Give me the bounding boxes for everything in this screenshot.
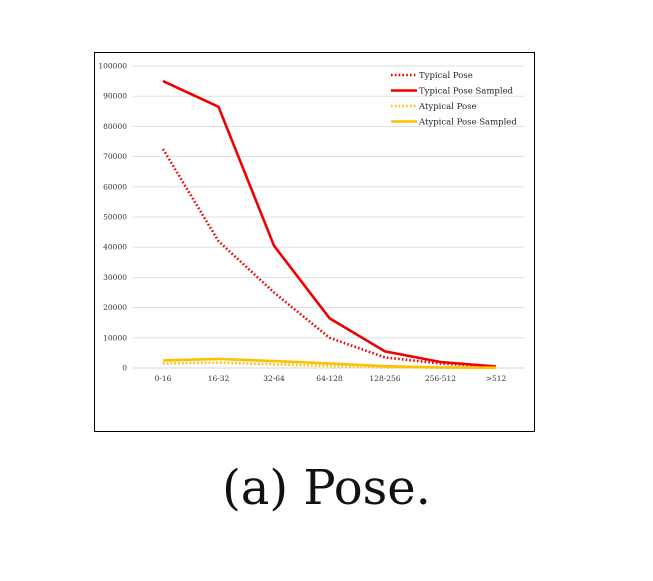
series-lines bbox=[161, 79, 497, 370]
x-axis-tick-labels: 0-16 16-32 32-64 64-128 128-256 256-512 >512 bbox=[155, 374, 507, 383]
x-tick-label: >512 bbox=[486, 374, 507, 383]
y-tick-label: 50000 bbox=[103, 213, 127, 222]
y-tick-label: 20000 bbox=[103, 303, 127, 312]
x-tick-label: 16-32 bbox=[208, 374, 230, 383]
x-tick-label: 0-16 bbox=[155, 374, 172, 383]
y-tick-label: 0 bbox=[122, 364, 127, 373]
x-tick-label: 32-64 bbox=[263, 374, 285, 383]
y-tick-label: 80000 bbox=[103, 122, 127, 131]
y-tick-label: 70000 bbox=[103, 152, 127, 161]
legend-label: Atypical Pose Sampled bbox=[418, 118, 517, 128]
y-tick-label: 60000 bbox=[103, 182, 127, 191]
y-tick-label: 10000 bbox=[103, 333, 127, 342]
y-axis-tick-labels: 0 10000 20000 30000 40000 50000 60000 70000 8000… bbox=[98, 62, 127, 373]
y-tick-label: 100000 bbox=[98, 62, 127, 71]
figure-caption: (a) Pose. bbox=[222, 460, 431, 516]
grid-lines bbox=[133, 65, 525, 369]
legend: Typical Pose Typical Pose Sampled Atypical… bbox=[391, 71, 517, 128]
legend-label: Typical Pose Sampled bbox=[419, 87, 514, 97]
legend-label: Typical Pose bbox=[419, 71, 473, 81]
y-tick-label: 40000 bbox=[103, 243, 127, 252]
y-tick-label: 30000 bbox=[103, 273, 127, 282]
x-tick-label: 64-128 bbox=[316, 374, 343, 383]
series-line bbox=[161, 148, 497, 368]
legend-label: Atypical Pose bbox=[418, 102, 477, 112]
line-chart: 0 10000 20000 30000 40000 50000 60000 70000 8000… bbox=[98, 62, 525, 383]
y-tick-label: 90000 bbox=[103, 92, 127, 101]
series-line bbox=[162, 79, 497, 368]
x-tick-label: 128-256 bbox=[369, 374, 400, 383]
series-line bbox=[162, 357, 497, 369]
chart-frame: 0 10000 20000 30000 40000 50000 60000 70000 8000… bbox=[94, 52, 535, 432]
x-tick-label: 256-512 bbox=[425, 374, 456, 383]
